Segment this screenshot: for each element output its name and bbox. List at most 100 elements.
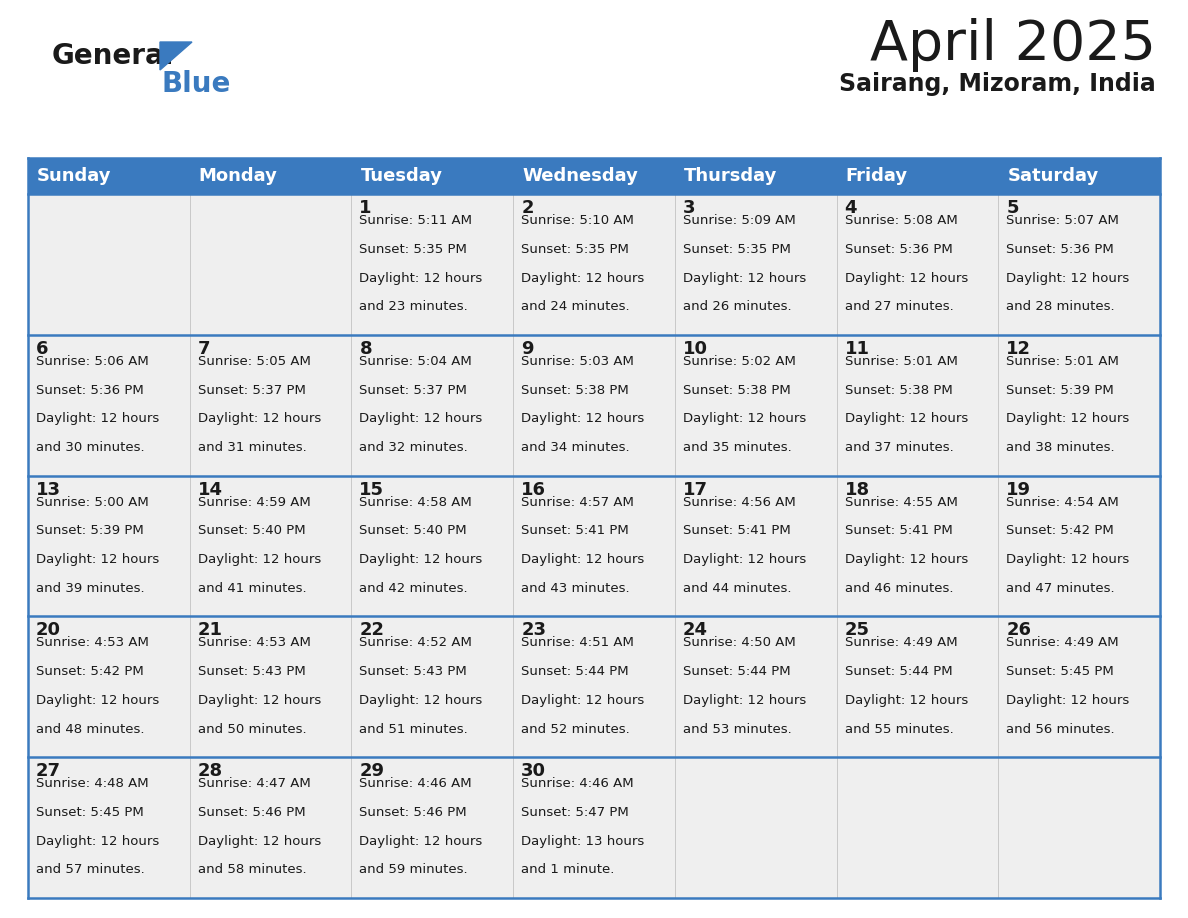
Text: and 24 minutes.: and 24 minutes. — [522, 300, 630, 313]
Text: and 52 minutes.: and 52 minutes. — [522, 722, 630, 735]
Text: Daylight: 12 hours: Daylight: 12 hours — [522, 412, 644, 425]
Bar — [513, 194, 675, 335]
Text: Sunrise: 4:54 AM: Sunrise: 4:54 AM — [1006, 496, 1119, 509]
Text: Sunrise: 5:09 AM: Sunrise: 5:09 AM — [683, 214, 796, 227]
Bar — [513, 616, 675, 757]
Text: and 51 minutes.: and 51 minutes. — [360, 722, 468, 735]
Text: 28: 28 — [197, 762, 223, 780]
Text: April 2025: April 2025 — [870, 18, 1156, 72]
Text: and 59 minutes.: and 59 minutes. — [360, 864, 468, 877]
Text: Sunset: 5:36 PM: Sunset: 5:36 PM — [845, 242, 953, 256]
Text: and 27 minutes.: and 27 minutes. — [845, 300, 953, 313]
Bar — [675, 194, 836, 335]
Bar — [998, 335, 1159, 476]
Text: Friday: Friday — [846, 167, 908, 185]
Text: and 55 minutes.: and 55 minutes. — [845, 722, 953, 735]
Bar — [675, 476, 836, 616]
Text: Sunset: 5:42 PM: Sunset: 5:42 PM — [1006, 524, 1114, 537]
Text: Daylight: 12 hours: Daylight: 12 hours — [197, 412, 321, 425]
Text: Thursday: Thursday — [684, 167, 777, 185]
Text: Sunset: 5:45 PM: Sunset: 5:45 PM — [1006, 666, 1114, 678]
Text: 29: 29 — [360, 762, 385, 780]
Text: 19: 19 — [1006, 481, 1031, 498]
Text: and 28 minutes.: and 28 minutes. — [1006, 300, 1114, 313]
Text: and 30 minutes.: and 30 minutes. — [36, 441, 145, 454]
Text: Sunrise: 4:55 AM: Sunrise: 4:55 AM — [845, 496, 958, 509]
Text: Sunrise: 5:07 AM: Sunrise: 5:07 AM — [1006, 214, 1119, 227]
Text: 18: 18 — [845, 481, 870, 498]
Bar — [190, 194, 352, 335]
Text: Sunrise: 4:48 AM: Sunrise: 4:48 AM — [36, 778, 148, 790]
Text: 30: 30 — [522, 762, 546, 780]
Text: Sunrise: 4:46 AM: Sunrise: 4:46 AM — [360, 778, 472, 790]
Text: Wednesday: Wednesday — [523, 167, 638, 185]
Text: and 35 minutes.: and 35 minutes. — [683, 441, 791, 454]
Text: and 42 minutes.: and 42 minutes. — [360, 582, 468, 595]
Text: Sunset: 5:43 PM: Sunset: 5:43 PM — [197, 666, 305, 678]
Text: Sunrise: 4:47 AM: Sunrise: 4:47 AM — [197, 778, 310, 790]
Text: Daylight: 12 hours: Daylight: 12 hours — [360, 272, 482, 285]
Text: Sunrise: 4:52 AM: Sunrise: 4:52 AM — [360, 636, 473, 649]
Text: Sunrise: 5:11 AM: Sunrise: 5:11 AM — [360, 214, 473, 227]
Text: Daylight: 12 hours: Daylight: 12 hours — [36, 694, 159, 707]
Text: 5: 5 — [1006, 199, 1019, 217]
Bar — [836, 194, 998, 335]
Text: 3: 3 — [683, 199, 695, 217]
Text: Sunset: 5:41 PM: Sunset: 5:41 PM — [522, 524, 628, 537]
Text: Daylight: 12 hours: Daylight: 12 hours — [845, 554, 968, 566]
Text: 8: 8 — [360, 340, 372, 358]
Text: Sunset: 5:43 PM: Sunset: 5:43 PM — [360, 666, 467, 678]
Text: 7: 7 — [197, 340, 210, 358]
Text: Sunrise: 5:06 AM: Sunrise: 5:06 AM — [36, 354, 148, 368]
Bar — [190, 757, 352, 898]
Text: Daylight: 12 hours: Daylight: 12 hours — [360, 834, 482, 847]
Text: 12: 12 — [1006, 340, 1031, 358]
Text: and 38 minutes.: and 38 minutes. — [1006, 441, 1114, 454]
Text: General: General — [52, 42, 175, 70]
Text: Sunset: 5:36 PM: Sunset: 5:36 PM — [1006, 242, 1114, 256]
Bar — [352, 335, 513, 476]
Text: Sunrise: 4:53 AM: Sunrise: 4:53 AM — [197, 636, 310, 649]
Text: Sunrise: 4:53 AM: Sunrise: 4:53 AM — [36, 636, 148, 649]
Text: Sunset: 5:37 PM: Sunset: 5:37 PM — [360, 384, 467, 397]
Text: Sunset: 5:35 PM: Sunset: 5:35 PM — [522, 242, 628, 256]
Text: Sunset: 5:38 PM: Sunset: 5:38 PM — [683, 384, 790, 397]
Bar — [998, 757, 1159, 898]
Bar — [29, 616, 190, 757]
Text: Sunset: 5:44 PM: Sunset: 5:44 PM — [683, 666, 790, 678]
Text: 1: 1 — [360, 199, 372, 217]
Bar — [190, 616, 352, 757]
Bar — [836, 476, 998, 616]
Text: 14: 14 — [197, 481, 222, 498]
Text: 11: 11 — [845, 340, 870, 358]
Text: Sunset: 5:45 PM: Sunset: 5:45 PM — [36, 806, 144, 819]
Text: Sunrise: 5:03 AM: Sunrise: 5:03 AM — [522, 354, 634, 368]
Text: Daylight: 12 hours: Daylight: 12 hours — [1006, 554, 1130, 566]
Text: Daylight: 12 hours: Daylight: 12 hours — [360, 554, 482, 566]
Bar — [352, 476, 513, 616]
Text: Daylight: 12 hours: Daylight: 12 hours — [845, 272, 968, 285]
Text: and 57 minutes.: and 57 minutes. — [36, 864, 145, 877]
Text: and 26 minutes.: and 26 minutes. — [683, 300, 791, 313]
Text: Daylight: 12 hours: Daylight: 12 hours — [36, 412, 159, 425]
Text: Sunrise: 5:05 AM: Sunrise: 5:05 AM — [197, 354, 310, 368]
Text: Daylight: 12 hours: Daylight: 12 hours — [683, 272, 807, 285]
Text: Sunrise: 4:56 AM: Sunrise: 4:56 AM — [683, 496, 796, 509]
Text: Daylight: 12 hours: Daylight: 12 hours — [683, 412, 807, 425]
Text: 22: 22 — [360, 621, 385, 640]
Text: Sunset: 5:40 PM: Sunset: 5:40 PM — [360, 524, 467, 537]
Text: Sunrise: 5:02 AM: Sunrise: 5:02 AM — [683, 354, 796, 368]
Text: Sunset: 5:37 PM: Sunset: 5:37 PM — [197, 384, 305, 397]
Text: Blue: Blue — [162, 70, 232, 98]
Text: 15: 15 — [360, 481, 385, 498]
Text: and 43 minutes.: and 43 minutes. — [522, 582, 630, 595]
Text: 13: 13 — [36, 481, 61, 498]
Text: Sunset: 5:39 PM: Sunset: 5:39 PM — [1006, 384, 1114, 397]
Text: Sunrise: 4:57 AM: Sunrise: 4:57 AM — [522, 496, 634, 509]
Text: Sunrise: 5:01 AM: Sunrise: 5:01 AM — [1006, 354, 1119, 368]
Text: Sunset: 5:41 PM: Sunset: 5:41 PM — [683, 524, 790, 537]
Text: Sunset: 5:42 PM: Sunset: 5:42 PM — [36, 666, 144, 678]
Text: Sunset: 5:47 PM: Sunset: 5:47 PM — [522, 806, 628, 819]
Bar — [352, 616, 513, 757]
Text: and 56 minutes.: and 56 minutes. — [1006, 722, 1114, 735]
